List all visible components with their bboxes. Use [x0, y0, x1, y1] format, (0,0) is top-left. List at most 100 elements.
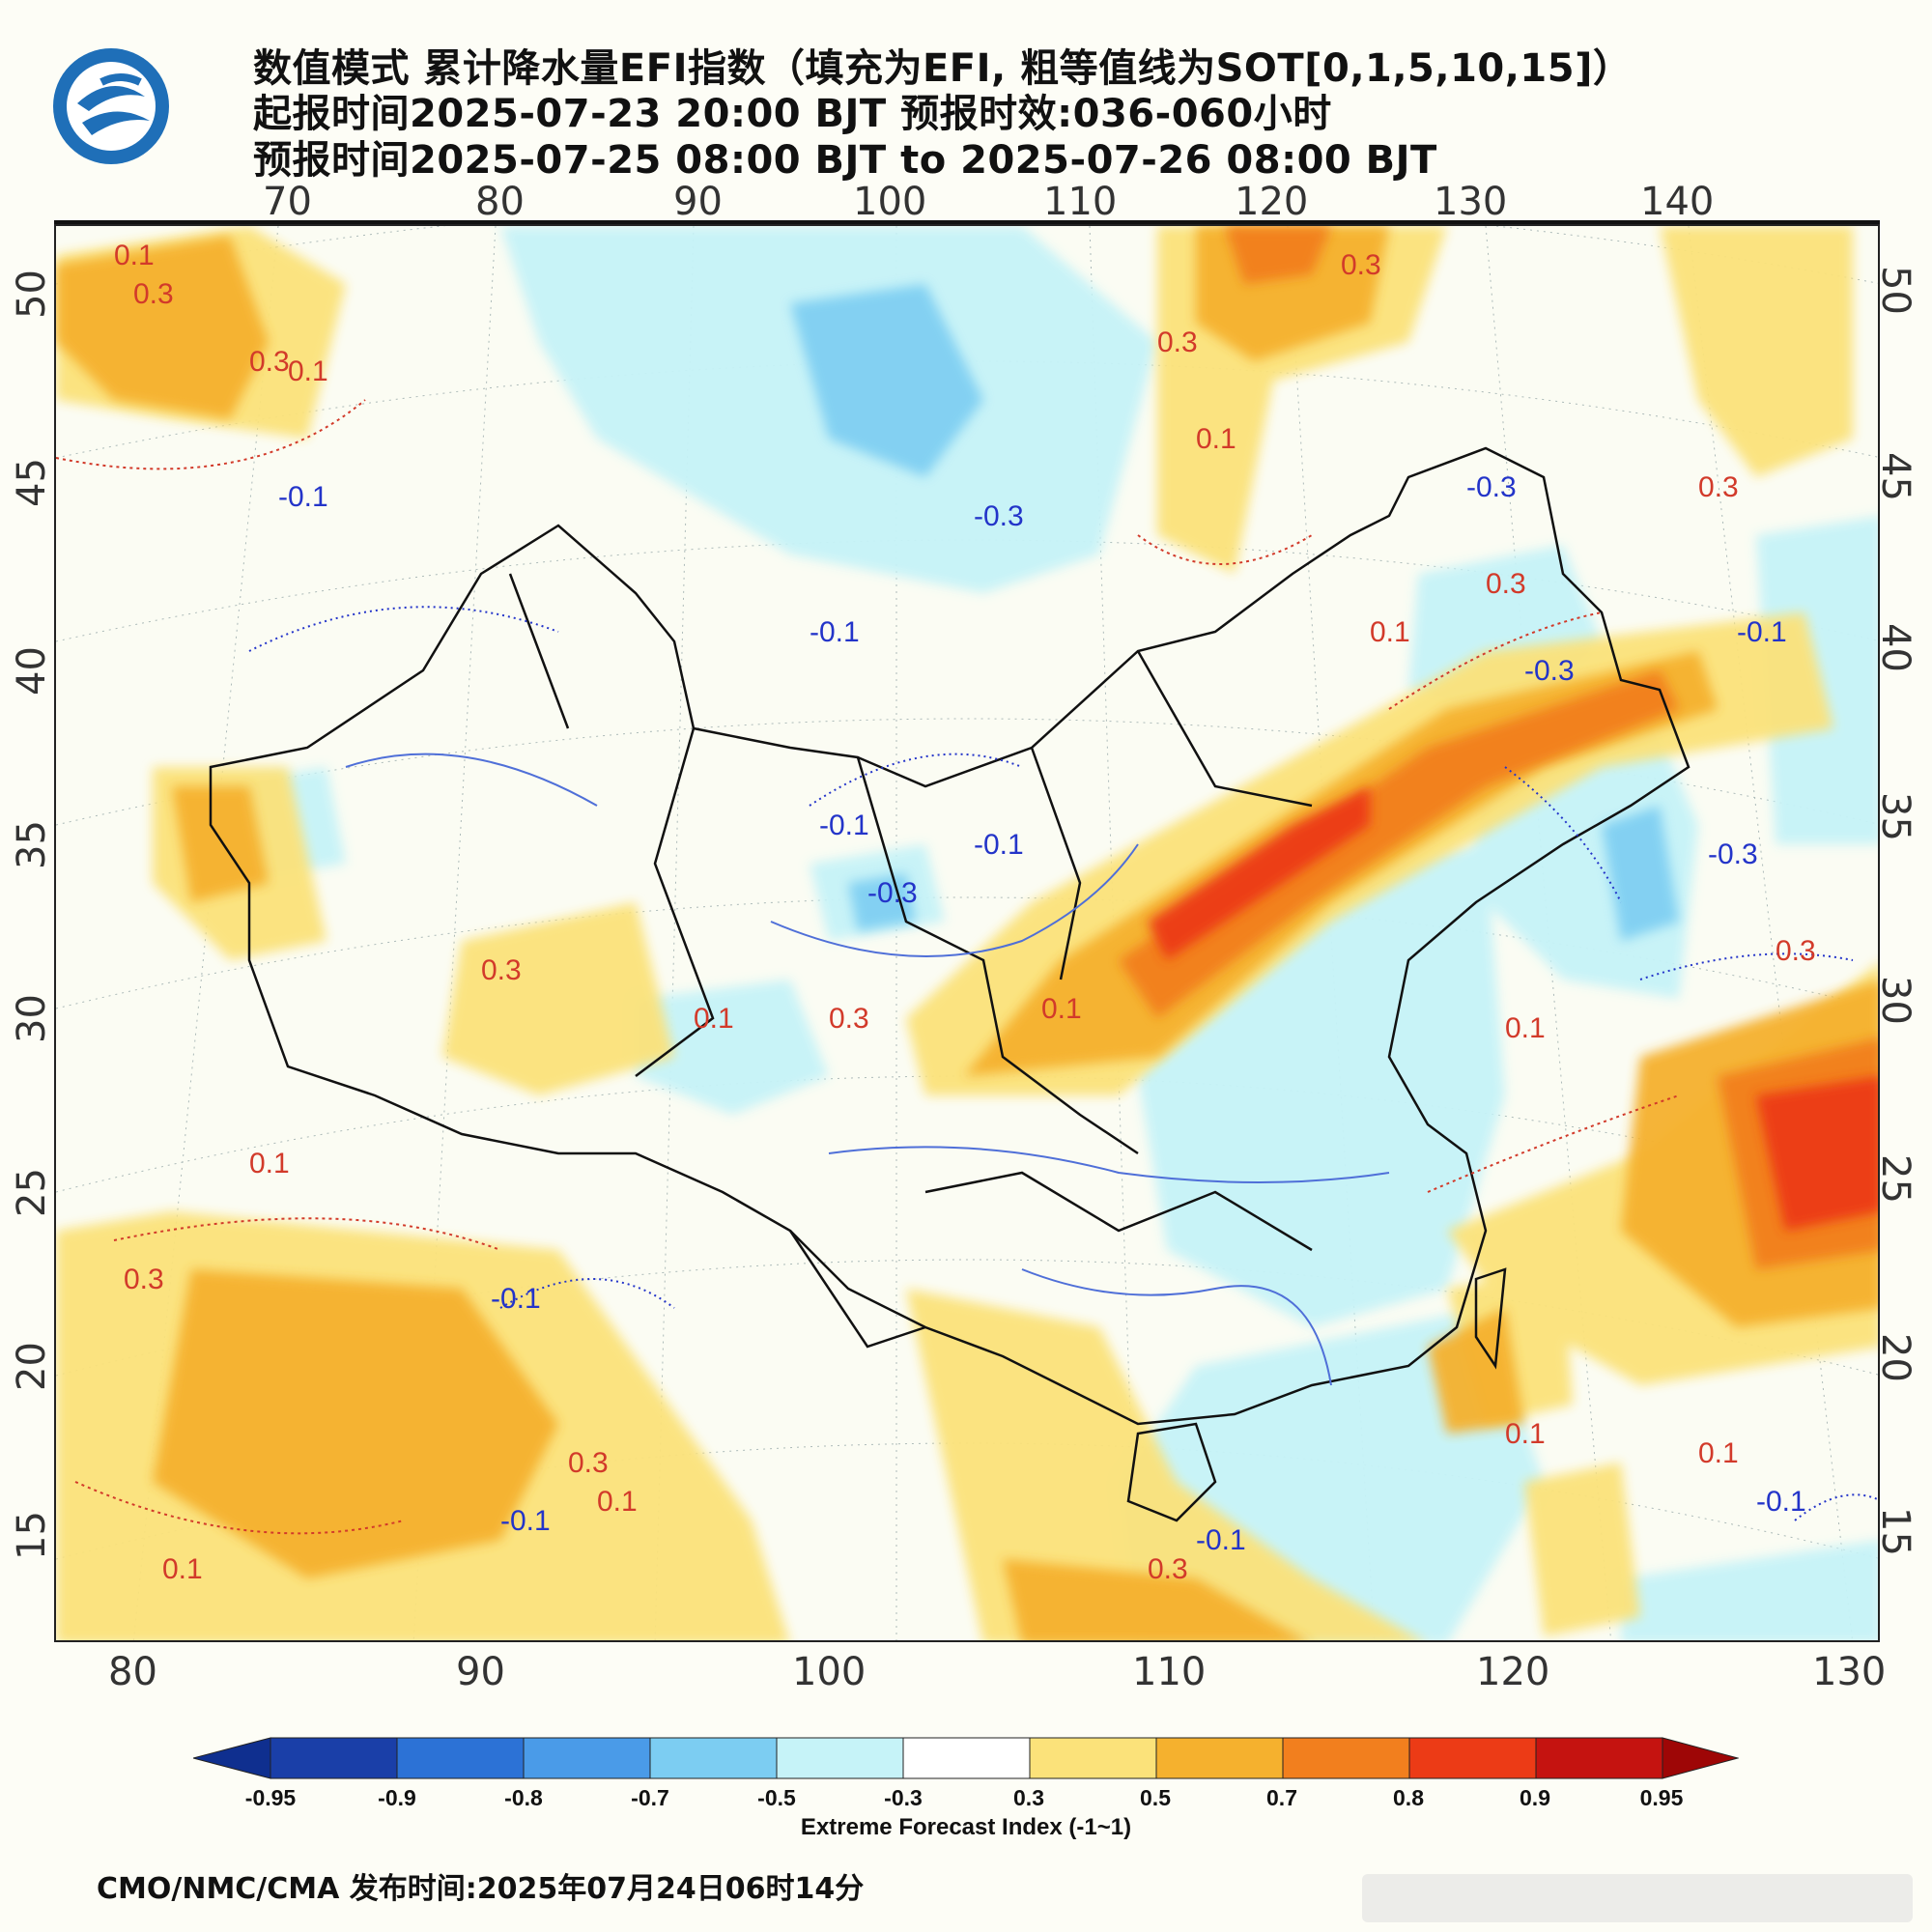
contour-label: 0.3 [133, 278, 174, 310]
lat-tick-right: 50 [1873, 266, 1918, 315]
contour-label: 0.1 [1041, 993, 1082, 1025]
bottom-lon-tick: 90 [456, 1650, 505, 1694]
colorbar-tick-label: 0.5 [1140, 1785, 1171, 1810]
contour-label: 0.1 [597, 1486, 638, 1518]
colorbar-segment [396, 1737, 525, 1779]
contour-label: 0.1 [288, 355, 328, 387]
lat-tick-left: 20 [10, 1342, 54, 1391]
top-lon-tick: 140 [1640, 180, 1715, 224]
contour-label: -0.1 [819, 810, 869, 841]
bottom-lon-tick: 80 [108, 1650, 157, 1694]
contour-label: 0.1 [1370, 616, 1410, 648]
contour-label: 0.1 [1505, 1012, 1546, 1044]
contour-label: -0.1 [810, 616, 860, 648]
lat-tick-right: 30 [1873, 976, 1918, 1025]
colorbar-segment [902, 1737, 1031, 1779]
contour-label: 0.3 [481, 954, 522, 986]
colorbar-title: Extreme Forecast Index (-1~1) [800, 1814, 1132, 1840]
lat-tick-right: 35 [1873, 792, 1918, 841]
colorbar-tick-label: -0.3 [884, 1785, 923, 1810]
contour-label: 0.1 [694, 1003, 734, 1035]
colorbar-tick-label: 0.8 [1393, 1785, 1424, 1810]
colorbar [191, 1736, 1740, 1785]
colorbar-tick-label: 0.9 [1520, 1785, 1550, 1810]
colorbar-under-arrow [191, 1737, 271, 1779]
contour-label: -0.1 [278, 481, 328, 513]
contour-label: 0.3 [829, 1003, 869, 1035]
contour-label: 0.3 [124, 1264, 164, 1295]
top-lon-tick: 70 [263, 180, 312, 224]
contour-label: -0.1 [491, 1283, 541, 1315]
contour-label: 0.3 [568, 1447, 609, 1479]
contour-label: 0.1 [1505, 1418, 1546, 1450]
top-lon-tick: 130 [1434, 180, 1508, 224]
lat-tick-left: 25 [10, 1168, 54, 1217]
colorbar-tick-label: -0.8 [504, 1785, 543, 1810]
colorbar-segment [649, 1737, 778, 1779]
top-lon-tick: 100 [853, 180, 927, 224]
contour-label: 0.1 [1698, 1437, 1739, 1469]
lat-tick-left: 40 [10, 646, 54, 696]
lat-tick-right: 45 [1873, 452, 1918, 501]
cma-logo [48, 43, 174, 169]
colorbar-segment [523, 1737, 651, 1779]
top-lon-tick: 120 [1235, 180, 1309, 224]
colorbar-tick-label: 0.7 [1266, 1785, 1297, 1810]
colorbar-tick-label: -0.9 [378, 1785, 416, 1810]
title-line-1: 数值模式 累计降水量EFI指数（填充为EFI, 粗等值线为SOT[0,1,5,1… [253, 46, 1633, 91]
contour-label: 0.3 [1698, 471, 1739, 503]
bottom-lon-tick: 120 [1476, 1650, 1550, 1694]
contour-label: -0.1 [1737, 616, 1787, 648]
contour-label: -0.3 [867, 877, 918, 909]
colorbar-tick-label: -0.7 [631, 1785, 669, 1810]
colorbar-segment [1155, 1737, 1284, 1779]
colorbar-segment [1029, 1737, 1157, 1779]
lat-tick-right: 25 [1873, 1154, 1918, 1204]
title-line-3: 预报时间2025-07-25 08:00 BJT to 2025-07-26 0… [253, 138, 1437, 183]
lat-tick-left: 15 [10, 1511, 54, 1560]
contour-label: 0.1 [249, 1148, 290, 1179]
watermark [1362, 1874, 1913, 1922]
contour-label: -0.3 [1708, 838, 1758, 870]
colorbar-tick-label: -0.95 [244, 1785, 297, 1810]
contour-label: -0.3 [1466, 471, 1517, 503]
lat-tick-left: 35 [10, 820, 54, 869]
contour-label: -0.1 [500, 1505, 551, 1537]
contour-label: 0.3 [1341, 249, 1381, 281]
contour-label: 0.3 [249, 346, 290, 378]
contour-label: -0.3 [974, 500, 1024, 532]
contour-label: -0.1 [1196, 1524, 1246, 1556]
colorbar-tick-label: -0.5 [757, 1785, 796, 1810]
lat-tick-right: 40 [1873, 623, 1918, 672]
colorbar-segment [1282, 1737, 1410, 1779]
lat-tick-right: 20 [1873, 1333, 1918, 1382]
top-lon-tick: 110 [1043, 180, 1118, 224]
lat-tick-left: 30 [10, 994, 54, 1043]
lat-tick-right: 15 [1873, 1507, 1918, 1556]
colorbar-tick-label: 0.3 [1013, 1785, 1044, 1810]
contour-label: -0.1 [974, 829, 1024, 861]
contour-label: 0.1 [114, 240, 155, 271]
efi-map: 0.1 0.3 0.3 0.1 -0.1 0.3 0.3 0.1 -0.3 -0… [54, 224, 1880, 1642]
issue-info: CMO/NMC/CMA 发布时间:2025年07月24日06时14分 [97, 1872, 865, 1906]
contour-label: 0.3 [1486, 568, 1526, 600]
contour-label: -0.1 [1756, 1486, 1806, 1518]
contour-label: 0.3 [1157, 327, 1198, 358]
colorbar-segment [1408, 1737, 1537, 1779]
colorbar-segment [776, 1737, 904, 1779]
lat-tick-left: 45 [10, 458, 54, 507]
contour-label: 0.3 [1776, 935, 1816, 967]
top-lon-tick: 80 [475, 180, 525, 224]
colorbar-tick-label: 0.95 [1639, 1785, 1684, 1810]
contour-label: 0.3 [1148, 1553, 1188, 1585]
bottom-lon-tick: 110 [1132, 1650, 1207, 1694]
contour-label: 0.1 [1196, 423, 1236, 455]
contour-label: 0.1 [162, 1553, 203, 1585]
lat-tick-left: 50 [10, 270, 54, 319]
colorbar-over-arrow [1662, 1737, 1740, 1779]
colorbar-segment [1535, 1737, 1663, 1779]
colorbar-segment [270, 1737, 398, 1779]
contour-label: -0.3 [1524, 655, 1575, 687]
title-line-2: 起报时间2025-07-23 20:00 BJT 预报时效:036-060小时 [253, 92, 1332, 136]
bottom-lon-tick: 100 [792, 1650, 867, 1694]
